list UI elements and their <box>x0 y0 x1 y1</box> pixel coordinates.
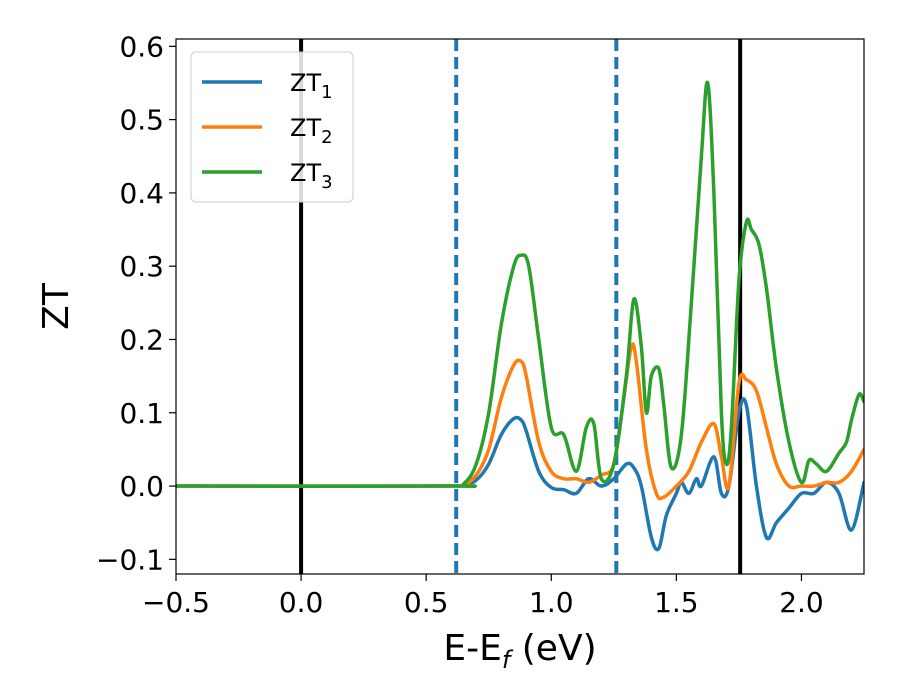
legend-label-zt2: ZT2 <box>290 114 333 148</box>
legend-label-zt1: ZT1 <box>290 69 333 103</box>
legend-label-zt3: ZT3 <box>290 159 333 193</box>
y-tick-label: 0.1 <box>119 397 164 430</box>
x-axis-ticks: −0.5 0.0 0.5 1.0 1.5 2.0 <box>142 574 824 619</box>
series-lines <box>176 80 864 552</box>
y-tick-label: 0.2 <box>119 323 164 356</box>
y-tick-label: 0.0 <box>119 470 164 503</box>
series-line-zt1 <box>176 397 864 552</box>
y-tick-label: 0.6 <box>119 30 164 63</box>
x-tick-label: 1.0 <box>529 586 574 619</box>
legend: ZT1 ZT2 ZT3 <box>190 51 354 203</box>
x-tick-label: 0.5 <box>404 586 449 619</box>
series-line-zt2 <box>176 342 864 501</box>
x-tick-label: 2.0 <box>779 586 824 619</box>
y-axis-label: ZT <box>36 282 77 330</box>
y-tick-label: 0.5 <box>119 104 164 137</box>
x-axis-label-main: E-E <box>443 628 501 669</box>
legend-box <box>190 51 354 203</box>
plot-frame <box>175 38 865 575</box>
y-tick-label: −0.1 <box>96 543 164 576</box>
x-axis-label: E-Ef (eV) <box>443 628 596 674</box>
x-tick-label: 1.5 <box>654 586 699 619</box>
y-tick-label: 0.4 <box>119 177 164 210</box>
y-axis-ticks: −0.1 0.0 0.1 0.2 0.3 0.4 0.5 0.6 <box>96 30 176 576</box>
y-tick-label: 0.3 <box>119 250 164 283</box>
x-tick-label: −0.5 <box>142 586 210 619</box>
x-tick-label: 0.0 <box>279 586 324 619</box>
series-line-zt3 <box>176 80 864 488</box>
x-axis-label-unit: (eV) <box>510 628 596 669</box>
